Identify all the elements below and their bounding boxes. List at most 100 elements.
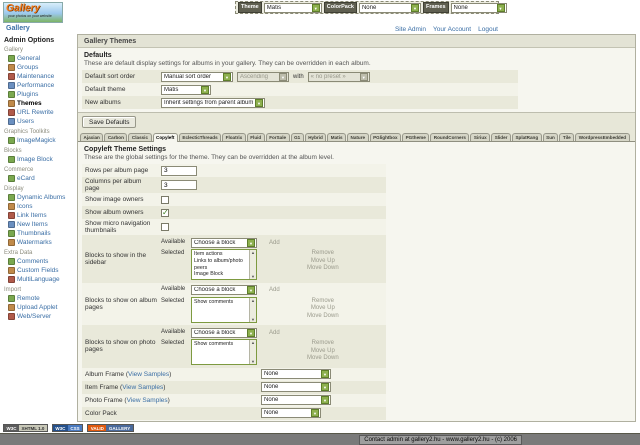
sidebar-item[interactable]: Users	[0, 117, 76, 126]
scroll-down-icon[interactable]: ▼	[251, 316, 255, 322]
breadcrumb[interactable]: Gallery	[6, 25, 30, 32]
listbox-item[interactable]: Links to album/photo peers	[194, 257, 243, 271]
sidebar-item[interactable]: Groups	[0, 63, 76, 72]
remove-block-button[interactable]: Remove	[311, 340, 335, 346]
remove-block-button[interactable]: Remove	[311, 250, 335, 256]
move-down-button[interactable]: Move Down	[307, 355, 339, 361]
selected-blocks-listbox[interactable]: Item actions Links to album/photo peers …	[191, 249, 257, 280]
sidebar-item[interactable]: Upload Applet	[0, 303, 76, 312]
scroll-up-icon[interactable]: ▲	[251, 297, 255, 303]
photo-frame-select[interactable]: None ▼	[261, 395, 331, 405]
listbox-item[interactable]: Image Block	[194, 271, 224, 278]
add-block-button[interactable]: Add	[269, 329, 280, 336]
logout-link[interactable]: Logout	[478, 26, 498, 33]
theme-tab[interactable]: Slider	[491, 133, 511, 141]
gallery-logo[interactable]: Gallery your photos on your website	[3, 2, 63, 23]
selected-blocks-listbox[interactable]: Show comments ▲ ▼	[191, 339, 257, 365]
gallery-badge[interactable]: VALID GALLERY	[87, 424, 134, 432]
scroll-up-icon[interactable]: ▲	[251, 250, 255, 255]
listbox-scrollbar[interactable]: ▲ ▼	[249, 340, 256, 364]
theme-tab[interactable]: EclecticThreads	[178, 133, 222, 141]
theme-tab[interactable]: PGlightbox	[369, 133, 402, 141]
theme-tab[interactable]: Copyleft	[152, 133, 178, 142]
theme-tab[interactable]: Ajaxian	[80, 133, 104, 141]
show-micro-navigation-checkbox[interactable]	[161, 223, 169, 231]
theme-tab[interactable]: WordpressEmbedded	[575, 133, 630, 141]
site-admin-link[interactable]: Site Admin	[394, 26, 427, 33]
item-frame-select[interactable]: None ▼	[261, 382, 331, 392]
sidebar-item[interactable]: eCard	[0, 174, 76, 183]
scroll-down-icon[interactable]: ▼	[251, 274, 255, 279]
scroll-down-icon[interactable]: ▼	[251, 359, 255, 364]
theme-tab[interactable]: Siriux	[470, 133, 491, 141]
sidebar-item[interactable]: Custom Fields	[0, 266, 76, 275]
sidebar-item[interactable]: Image Block	[0, 155, 76, 164]
album-frame-select[interactable]: None ▼	[261, 369, 331, 379]
default-theme-select[interactable]: Matis ▼	[161, 84, 211, 95]
listbox-item[interactable]: Show comments	[194, 341, 234, 347]
color-pack-select[interactable]: None ▼	[261, 408, 321, 418]
theme-tab[interactable]: Tile	[559, 133, 575, 141]
theme-tab[interactable]: Carbon	[104, 133, 128, 141]
move-up-button[interactable]: Move Up	[310, 257, 335, 264]
your-account-link[interactable]: Your Account	[433, 26, 472, 33]
move-down-button[interactable]: Move Down	[307, 265, 339, 271]
theme-tab[interactable]: Matis	[327, 133, 347, 141]
theme-tab[interactable]: RoundCorners	[430, 133, 470, 141]
theme-tab[interactable]: Nature	[347, 133, 369, 141]
sort-direction-select[interactable]: Ascending ▼	[237, 71, 289, 82]
add-block-button[interactable]: Add	[269, 239, 280, 246]
new-albums-select[interactable]: Inherit settings from parent album ▼	[161, 97, 265, 108]
move-up-button[interactable]: Move Up	[310, 305, 335, 311]
listbox-item[interactable]: Item actions	[194, 251, 223, 257]
theme-tab[interactable]: Classic	[128, 133, 152, 141]
view-samples-link[interactable]: View Samples	[128, 370, 170, 378]
theme-tab[interactable]: Fluid	[246, 133, 265, 141]
sidebar-item[interactable]: Web/Server	[0, 312, 76, 321]
move-up-button[interactable]: Move Up	[310, 347, 335, 354]
sidebar-item[interactable]: URL Rewrite	[0, 108, 76, 117]
sidebar-item[interactable]: Maintenance	[0, 72, 76, 81]
view-samples-link[interactable]: View Samples	[122, 383, 164, 391]
add-block-button[interactable]: Add	[269, 287, 280, 293]
sidebar-item[interactable]: Performance	[0, 81, 76, 90]
choose-block-select[interactable]: Choose a block ▼	[191, 237, 257, 248]
sidebar-item[interactable]: New Items	[0, 220, 76, 229]
listbox-scrollbar[interactable]: ▲ ▼	[249, 297, 256, 322]
frames-select[interactable]: None ▼	[450, 2, 507, 13]
remove-block-button[interactable]: Remove	[311, 297, 335, 304]
theme-tab[interactable]: Floatrix	[222, 133, 246, 141]
listbox-scrollbar[interactable]: ▲ ▼	[249, 250, 256, 279]
xhtml-badge[interactable]: W3C XHTML 1.0	[3, 424, 48, 432]
css-badge[interactable]: W3C CSS	[51, 424, 84, 432]
default-sort-order-select[interactable]: Manual sort order ▼	[161, 71, 233, 82]
sidebar-item[interactable]: ImageMagick	[0, 136, 76, 145]
sidebar-item[interactable]: Link Items	[0, 211, 76, 220]
theme-tab[interactable]: Hybrid	[304, 133, 327, 141]
sidebar-item[interactable]: Comments	[0, 257, 76, 266]
sidebar-item[interactable]: Watermarks	[0, 238, 76, 247]
theme-tab[interactable]: PGtheme	[402, 133, 430, 141]
show-album-owners-checkbox[interactable]	[161, 208, 169, 217]
show-image-owners-checkbox[interactable]	[161, 195, 169, 204]
choose-block-select[interactable]: Choose a block ▼	[191, 327, 257, 338]
sidebar-item[interactable]: Themes	[0, 99, 76, 108]
sidebar-item[interactable]: Thumbnails	[0, 229, 76, 238]
theme-select[interactable]: Matis ▼	[263, 2, 322, 13]
sidebar-item[interactable]: Remote	[0, 294, 76, 303]
save-defaults-button[interactable]: Save Defaults	[82, 116, 137, 128]
theme-tab[interactable]: G1	[290, 133, 304, 141]
sidebar-item[interactable]: General	[0, 54, 76, 63]
theme-tab[interactable]: SplatRang	[511, 133, 542, 141]
sidebar-item[interactable]: Icons	[0, 202, 76, 211]
rows-per-page-input[interactable]	[161, 165, 197, 176]
move-down-button[interactable]: Move Down	[307, 312, 339, 319]
colorpack-select[interactable]: None ▼	[358, 2, 421, 13]
selected-blocks-listbox[interactable]: Show comments ▲ ▼	[191, 296, 257, 323]
sidebar-item[interactable]: MultiLanguage	[0, 275, 76, 284]
view-samples-link[interactable]: View Samples	[126, 396, 168, 404]
sidebar-item[interactable]: Plugins	[0, 90, 76, 99]
columns-per-page-input[interactable]	[161, 180, 197, 190]
sidebar-item[interactable]: Dynamic Albums	[0, 193, 76, 202]
sort-preset-select[interactable]: « no preset » ▼	[307, 71, 370, 82]
